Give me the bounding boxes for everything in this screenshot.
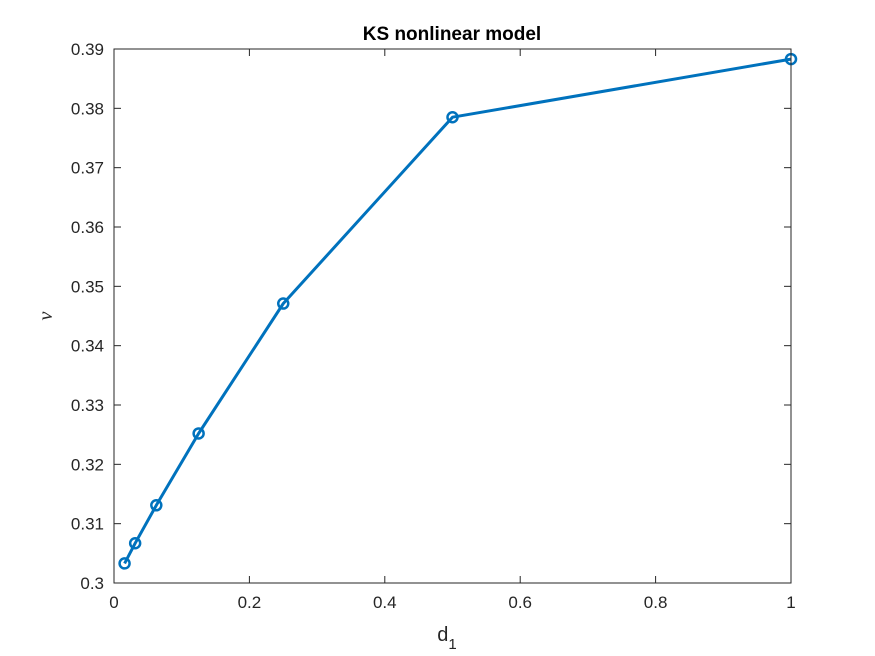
- x-tick-label: 0.2: [238, 593, 262, 612]
- data-point: [150, 499, 163, 512]
- plot-area: [118, 52, 798, 570]
- y-tick-label: 0.38: [71, 99, 104, 118]
- y-tick-label: 0.39: [71, 40, 104, 59]
- y-tick-label: 0.31: [71, 515, 104, 534]
- y-tick-label: 0.35: [71, 277, 104, 296]
- x-axis-label-subscript: 1: [448, 636, 456, 653]
- x-tick-label: 1: [786, 593, 795, 612]
- y-tick-label: 0.33: [71, 396, 104, 415]
- x-tick-label: 0.6: [508, 593, 532, 612]
- x-tick-label: 0.4: [373, 593, 397, 612]
- x-axis-label-main: d: [437, 624, 448, 646]
- chart-title: KS nonlinear model: [363, 24, 541, 45]
- axes-box: [113, 48, 792, 584]
- y-tick-label: 0.32: [71, 455, 104, 474]
- y-tick-label: 0.37: [71, 159, 104, 178]
- series-line: [123, 57, 792, 565]
- y-axis-label: ν: [35, 311, 57, 320]
- data-point: [118, 557, 131, 570]
- x-tick-label: 0: [109, 593, 118, 612]
- data-point: [446, 110, 459, 124]
- data-point: [277, 297, 290, 310]
- data-point: [192, 427, 205, 440]
- y-tick-label: 0.3: [80, 574, 104, 593]
- y-tick-label: 0.34: [71, 337, 104, 356]
- axis-ticks: 0 0.2 0.4 0.6 0.8 1 0.3 0.31 0.32 0.33 0.34 0.35 0.3…: [71, 40, 796, 612]
- x-axis-label: d1: [437, 624, 456, 653]
- y-tick-label: 0.36: [71, 218, 104, 237]
- data-point: [128, 536, 142, 550]
- x-tick-label: 0.8: [644, 593, 668, 612]
